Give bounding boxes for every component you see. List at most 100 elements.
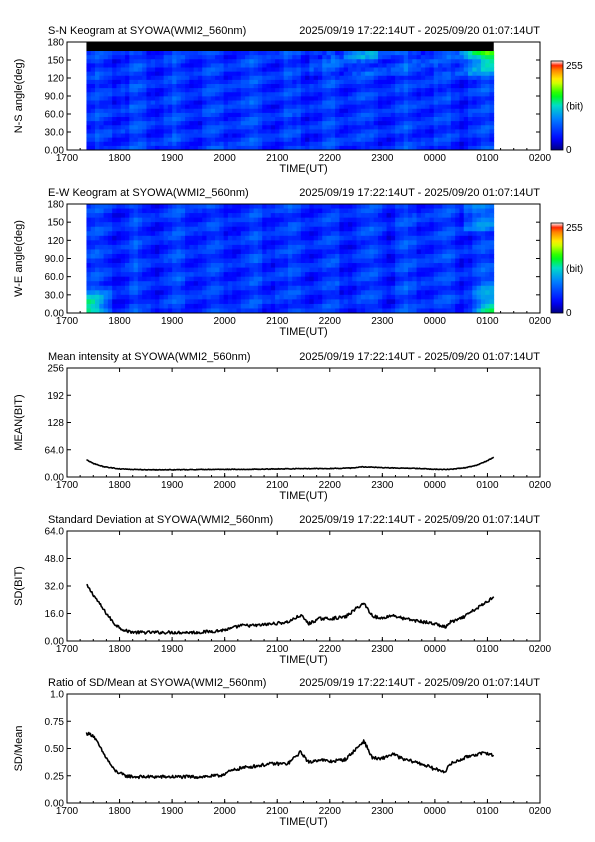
keogram-cell: [382, 100, 387, 106]
keogram-cell: [309, 204, 315, 209]
keogram-cell: [438, 258, 443, 264]
keogram-cell: [300, 100, 306, 106]
keogram-cell: [146, 125, 152, 130]
keogram-cell: [262, 222, 267, 228]
keogram-cell: [438, 272, 443, 278]
keogram-cell: [142, 104, 147, 110]
keogram-cell: [455, 88, 460, 93]
keogram-cell: [296, 96, 302, 101]
keogram-cell: [150, 249, 156, 255]
keogram-cell: [459, 267, 465, 273]
keogram-cell: [365, 272, 370, 278]
keogram-cell: [438, 137, 443, 143]
keogram-cell: [103, 294, 109, 300]
keogram-cell: [202, 303, 207, 309]
keogram-cell: [343, 204, 349, 209]
x-tick-label: 2200: [319, 806, 342, 817]
keogram-cell: [112, 137, 117, 143]
keogram-cell: [266, 108, 272, 114]
keogram-cell: [377, 125, 383, 130]
keogram-cell: [125, 84, 130, 89]
keogram-cell: [335, 290, 340, 296]
keogram-cell: [326, 104, 332, 110]
keogram-cell: [390, 231, 396, 237]
keogram-cell: [197, 213, 203, 219]
keogram-cell: [150, 217, 156, 223]
keogram-cell: [455, 285, 460, 291]
keogram-cell: [416, 145, 422, 151]
keogram-cell: [197, 121, 203, 126]
keogram-cell: [399, 92, 405, 97]
keogram-cell: [480, 285, 486, 291]
keogram-cell: [390, 276, 396, 282]
keogram-cell: [356, 141, 362, 147]
keogram-cell: [335, 285, 340, 291]
keogram-cell: [219, 276, 225, 282]
keogram-cell: [416, 121, 422, 126]
keogram-cell: [450, 55, 456, 60]
keogram-cell: [253, 253, 259, 259]
keogram-cell: [450, 96, 456, 101]
keogram-cell: [245, 308, 250, 314]
keogram-cell: [245, 231, 250, 237]
keogram-cell: [142, 281, 147, 287]
keogram-cell: [189, 217, 195, 223]
keogram-cell: [369, 267, 375, 273]
keogram-cell: [300, 308, 306, 314]
keogram-cell: [429, 281, 435, 287]
keogram-cell: [95, 208, 100, 214]
keogram-cell: [339, 121, 345, 126]
keogram-cell: [120, 240, 126, 246]
keogram-cell: [99, 67, 104, 73]
keogram-cell: [330, 253, 336, 259]
keogram-cell: [86, 281, 92, 287]
keogram-cell: [326, 79, 332, 85]
keogram-cell: [450, 67, 456, 73]
keogram-cell: [206, 235, 212, 241]
keogram-cell: [133, 104, 139, 110]
keogram-cell: [150, 137, 156, 143]
keogram-cell: [292, 217, 297, 223]
keogram-cell: [180, 71, 186, 77]
keogram-cell: [412, 75, 417, 81]
keogram-cell: [262, 303, 267, 309]
keogram-cell: [279, 75, 285, 81]
keogram-cell: [146, 67, 152, 73]
keogram-cell: [257, 88, 263, 93]
keogram-cell: [468, 263, 473, 268]
keogram-cell: [185, 244, 190, 250]
plot-frame: [66, 367, 541, 478]
keogram-cell: [159, 141, 165, 147]
keogram-cell: [129, 222, 135, 228]
keogram-cell: [433, 249, 439, 255]
keogram-cell: [300, 285, 306, 291]
keogram-cell: [262, 235, 267, 241]
keogram-cell: [347, 263, 353, 268]
keogram-cell: [270, 213, 276, 219]
keogram-cell: [240, 240, 246, 246]
keogram-cell: [232, 117, 237, 122]
keogram-cell: [313, 84, 319, 89]
panel-time-range: 2025/09/19 17:22:14UT - 2025/09/20 01:07…: [299, 25, 540, 37]
keogram-cell: [408, 67, 413, 73]
keogram-cell: [472, 303, 477, 309]
keogram-cell: [223, 79, 229, 85]
keogram-cell: [120, 303, 126, 309]
keogram-cell: [112, 285, 117, 291]
keogram-cell: [373, 294, 379, 300]
keogram-cell: [232, 231, 237, 237]
keogram-cell: [468, 294, 473, 300]
keogram-cell: [485, 104, 490, 110]
keogram-cell: [163, 141, 169, 147]
x-tick-label: 0200: [529, 153, 552, 164]
keogram-cell: [116, 79, 122, 85]
keogram-cell: [283, 88, 289, 93]
keogram-cell: [103, 108, 109, 114]
keogram-cell: [446, 55, 452, 60]
keogram-cell: [270, 75, 276, 81]
keogram-cell: [206, 75, 212, 81]
x-tick-label: 1700: [56, 644, 79, 655]
keogram-cell: [326, 71, 332, 77]
keogram-cell: [322, 276, 327, 282]
keogram-cell: [266, 137, 272, 143]
